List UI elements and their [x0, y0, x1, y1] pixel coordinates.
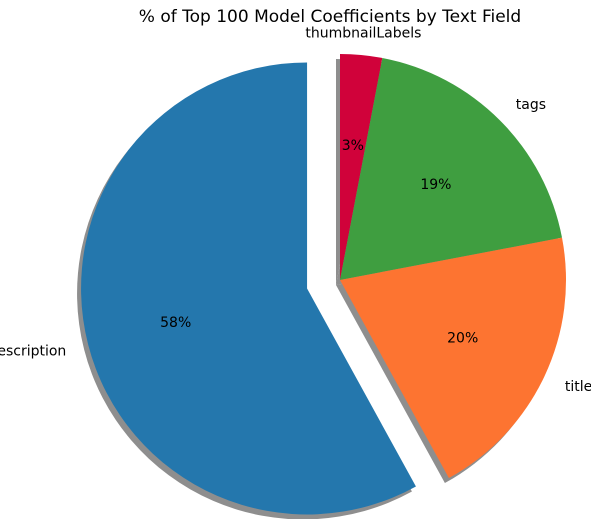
slice-tags [340, 58, 562, 280]
pct-label-description: 58% [160, 315, 191, 331]
slice-description [81, 62, 416, 515]
slice-label-thumbnaillabels: thumbnailLabels [305, 26, 421, 42]
slice-title [340, 237, 567, 479]
pct-label-tags: 19% [420, 177, 451, 193]
slices [81, 54, 567, 515]
slice-label-title: title [565, 379, 591, 395]
pct-label-title: 20% [447, 331, 478, 347]
chart-title: % of Top 100 Model Coefficients by Text … [139, 7, 521, 27]
pct-label-thumbnaillabels: 3% [342, 138, 364, 154]
labels: 3% thumbnailLabels 19% tags 20% title 58% descr… [0, 26, 591, 395]
slice-thumbnaillabels [340, 54, 383, 280]
slice-label-description: description [0, 343, 66, 359]
slice-label-tags: tags [516, 97, 546, 113]
